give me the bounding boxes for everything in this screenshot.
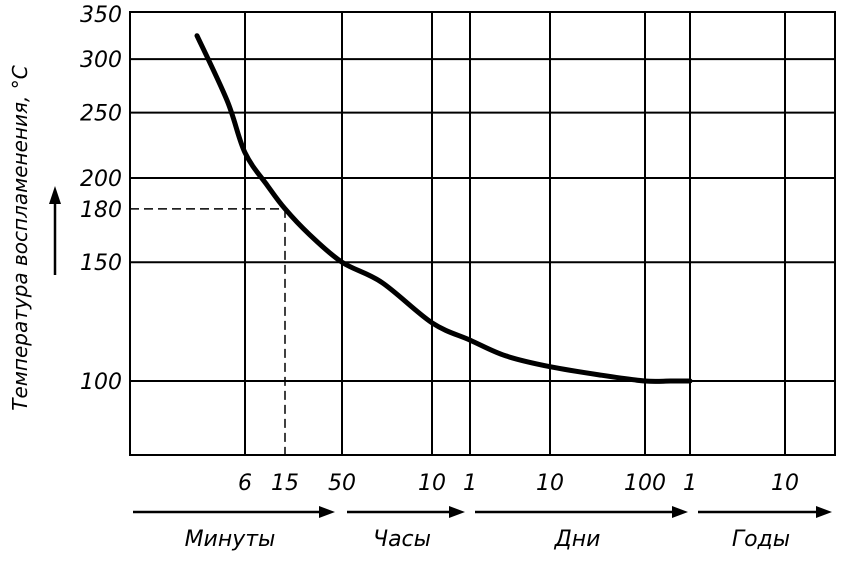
y-tick-label-200: 200 [80, 167, 122, 192]
grid [130, 12, 835, 455]
series-line-0 [194, 33, 693, 384]
x-unit-segments: Минуты Часы Дни Годы [133, 506, 832, 552]
segment-label-3: Годы [732, 527, 790, 552]
segment-label-2: Дни [554, 527, 601, 552]
x-tick-label-5: 10 [536, 471, 564, 496]
y-axis-title: Температура воспламенения, °С [8, 65, 32, 410]
y-tick-label-180: 180 [80, 198, 122, 223]
segment-arrowhead-2 [672, 506, 688, 518]
plot-border [129, 11, 836, 456]
segment-arrowhead-3 [816, 506, 832, 518]
x-tick-label-2: 50 [328, 471, 356, 496]
x-tick-labels: 6 15 50 10 1 10 100 1 10 [238, 471, 799, 496]
x-tick-label-1: 15 [271, 471, 299, 496]
y-axis-title: Температура воспламенения, °С [8, 65, 61, 411]
y-tick-label-100: 100 [80, 370, 122, 395]
segment-arrowhead-0 [319, 506, 335, 518]
x-tick-label-4: 1 [463, 471, 477, 496]
segment-arrowhead-1 [449, 506, 465, 518]
x-tick-label-3: 10 [418, 471, 446, 496]
segment-label-1: Часы [373, 527, 431, 552]
y-tick-label-300: 300 [80, 48, 122, 73]
x-tick-label-6: 100 [624, 471, 666, 496]
reference-guide [130, 208, 286, 455]
y-tick-label-350: 350 [80, 3, 122, 28]
y-tick-label-150: 150 [80, 251, 122, 276]
x-tick-label-7: 1 [683, 471, 697, 496]
plot-frame [129, 11, 836, 456]
y-tick-label-250: 250 [80, 102, 122, 127]
segment-label-0: Минуты [185, 527, 276, 552]
x-tick-label-0: 6 [238, 471, 252, 496]
series [194, 33, 693, 384]
y-axis-arrowhead [49, 186, 61, 204]
x-tick-label-8: 10 [771, 471, 799, 496]
y-tick-labels: 350 300 250 200 180 150 100 [80, 3, 122, 395]
